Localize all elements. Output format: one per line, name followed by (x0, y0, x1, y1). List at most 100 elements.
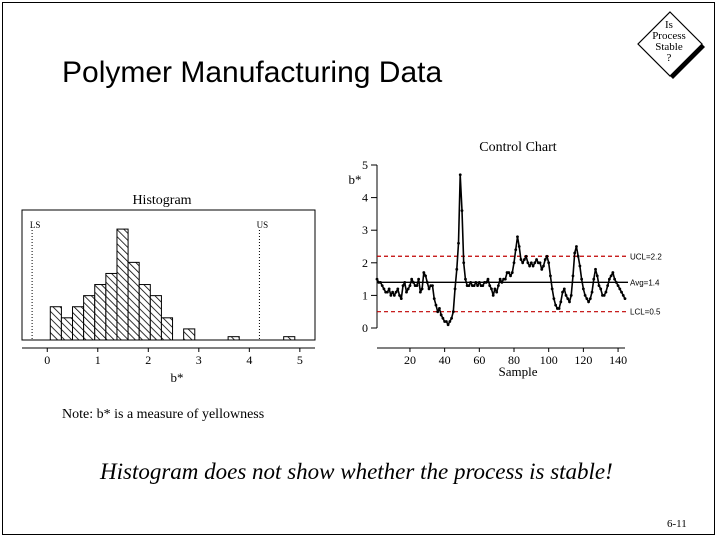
control-chart-point (399, 297, 403, 301)
control-chart-point (484, 280, 488, 284)
control-chart-point (455, 267, 459, 271)
histogram-bar (227, 336, 240, 341)
control-chart-x-tick-label: 100 (540, 353, 558, 367)
control-chart-point (403, 280, 407, 284)
control-chart-point (561, 290, 564, 294)
control-chart-point (604, 290, 608, 294)
control-chart-point (425, 280, 429, 284)
control-chart-point (540, 267, 544, 271)
control-chart-point (432, 297, 436, 301)
control-limit-label: LCL=0.5 (630, 308, 661, 317)
control-chart-point (623, 297, 627, 301)
control-chart-point (453, 287, 457, 291)
control-chart-point (580, 277, 584, 281)
control-chart-point (606, 284, 610, 288)
control-chart-point (573, 251, 577, 255)
histogram-bar (183, 328, 196, 341)
control-chart-point (616, 284, 620, 288)
control-chart-point (438, 307, 441, 310)
control-chart-point (375, 277, 379, 281)
control-chart-point (531, 264, 535, 268)
control-chart-point (547, 261, 551, 265)
histogram-bar (116, 228, 129, 341)
control-chart-point (512, 261, 516, 265)
control-chart-point (585, 297, 589, 301)
histogram-bar (149, 295, 162, 341)
control-chart-point (545, 254, 549, 258)
control-chart-point (418, 290, 422, 294)
control-chart-point (486, 277, 490, 281)
control-chart-y-tick-label: 4 (362, 191, 368, 205)
control-chart-x-tick-label: 140 (609, 353, 627, 367)
control-chart-y-tick-label: 2 (362, 256, 368, 270)
control-chart-point (394, 290, 398, 294)
control-chart-point (549, 274, 552, 278)
control-chart-point (446, 323, 450, 327)
control-chart-point (569, 294, 573, 297)
control-chart-point (529, 261, 533, 265)
control-chart-point (535, 258, 538, 261)
control-chart-point (491, 294, 495, 297)
histogram-title: Histogram (132, 193, 191, 208)
control-chart-point (538, 261, 542, 265)
control-chart-point (396, 287, 400, 291)
control-chart-point (587, 300, 590, 304)
control-chart-x-axis-label: Sample (499, 364, 538, 379)
control-chart-point (564, 294, 568, 297)
note-text: Note: b* is a measure of yellowness (62, 407, 265, 422)
control-chart-x-tick-label: 80 (508, 353, 520, 367)
control-chart-point (477, 280, 481, 284)
control-chart-point (382, 287, 386, 291)
control-chart-point (481, 284, 485, 288)
control-chart-point (526, 261, 530, 265)
control-chart-point (620, 290, 623, 294)
control-chart-point (581, 287, 585, 291)
histogram-x-axis-label: b* (171, 370, 184, 385)
control-chart-point (476, 284, 479, 288)
control-chart-point (578, 264, 582, 268)
histogram-bar (72, 306, 85, 341)
control-chart-point (590, 290, 594, 294)
control-chart-point (595, 274, 599, 278)
control-chart-point (379, 280, 382, 284)
control-chart-point (464, 277, 467, 281)
control-chart-point (450, 316, 453, 320)
control-chart-point (391, 290, 395, 294)
control-chart-point (412, 280, 415, 284)
control-chart-point (420, 287, 424, 291)
control-chart-point (457, 241, 460, 245)
badge-line: Process (652, 30, 686, 42)
control-chart-point (542, 264, 545, 268)
control-chart-point (462, 261, 466, 265)
control-chart-x-tick-label: 120 (574, 353, 592, 367)
histogram-x-tick-label: 3 (196, 353, 202, 367)
histogram-x-tick-label: 0 (44, 353, 50, 367)
control-chart-point (514, 248, 518, 252)
conclusion-text: Histogram does not show whether the proc… (100, 459, 613, 484)
histogram-bar (283, 336, 296, 341)
control-chart-title: Control Chart (479, 140, 556, 155)
control-chart-y-tick-label: 0 (362, 321, 368, 335)
control-chart-point (528, 264, 532, 268)
control-chart-point (392, 294, 396, 297)
control-chart-point (398, 294, 401, 297)
control-chart-point (434, 303, 438, 307)
control-chart-point (424, 274, 427, 278)
control-chart-point (500, 280, 504, 284)
control-chart-point (609, 274, 613, 278)
control-chart-point (621, 294, 625, 297)
control-chart-point (507, 271, 511, 274)
control-chart-point (597, 284, 601, 288)
control-chart-point (451, 310, 455, 314)
diamond-badge (637, 11, 705, 79)
control-chart-point (448, 320, 452, 323)
control-chart-point (566, 297, 570, 301)
control-chart-point (559, 300, 563, 304)
histogram-bar (94, 284, 107, 341)
control-chart-point (427, 287, 431, 291)
control-chart-point (498, 277, 502, 281)
control-chart-point (490, 287, 493, 291)
control-chart-point (550, 287, 554, 291)
